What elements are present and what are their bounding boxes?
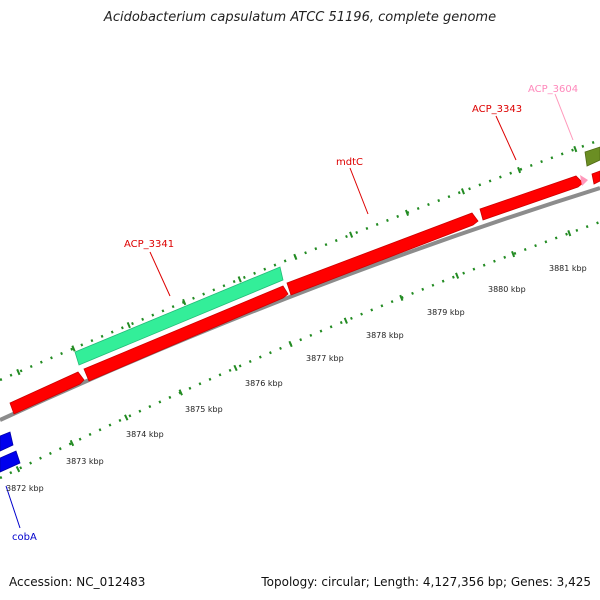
major-tick (15, 466, 21, 473)
major-tick (511, 250, 516, 258)
label-cobA: cobA (12, 532, 37, 543)
major-tick (349, 231, 354, 238)
scale-label: 3879 kbp (427, 308, 465, 317)
label-ACP_3343: ACP_3343 (472, 104, 522, 115)
leader-ACP_3604 (554, 93, 574, 141)
scale-label: 3878 kbp (366, 331, 404, 340)
accession-text: Accession: NC_012483 (9, 575, 146, 589)
major-tick (16, 368, 21, 376)
inner-tick-ring (0, 220, 600, 480)
outer-tick-ring (0, 138, 600, 382)
major-tick (288, 340, 293, 348)
major-tick (573, 145, 578, 153)
backbone-line (0, 186, 600, 422)
major-tick (233, 364, 238, 372)
scale-label: 3874 kbp (126, 430, 164, 439)
scale-label: 3880 kbp (488, 285, 526, 294)
leader-cobA (5, 485, 21, 529)
gene-teal-ACP_3341[interactable] (74, 266, 284, 366)
leader-mdtC (349, 167, 369, 215)
major-tick (237, 276, 242, 283)
major-tick (517, 166, 522, 174)
gene-red-ACP_3343[interactable] (479, 175, 584, 221)
scale-label: 3872 kbp (6, 484, 44, 493)
gene-pink-ACP_3604[interactable] (580, 175, 588, 186)
leader-ACP_3343 (495, 115, 517, 161)
major-tick (124, 414, 129, 421)
gene-red-1[interactable] (9, 371, 85, 415)
gene-red-mdtC[interactable] (286, 212, 479, 296)
scale-label: 3877 kbp (306, 354, 344, 363)
gene-blue-1[interactable] (0, 431, 14, 452)
major-ticks (15, 145, 578, 473)
label-mdtC: mdtC (336, 157, 363, 168)
major-tick (293, 253, 298, 261)
major-tick (71, 345, 76, 352)
major-tick (399, 294, 404, 302)
scale-labels: 3872 kbp 3873 kbp 3874 kbp 3875 kbp 3876… (6, 264, 587, 493)
label-ACP_3604: ACP_3604 (528, 84, 578, 95)
gene-red-2[interactable] (83, 285, 289, 382)
label-ACP_3341: ACP_3341 (124, 239, 174, 250)
gene-blue-cobA[interactable] (0, 450, 21, 473)
leader-ACP_3341 (149, 251, 171, 297)
gene-red-edge[interactable] (591, 170, 600, 185)
major-tick (460, 188, 465, 195)
major-tick (182, 298, 187, 306)
map-title: Acidobacterium capsulatum ATCC 51196, co… (103, 10, 497, 25)
scale-label: 3873 kbp (66, 457, 104, 466)
major-tick (178, 389, 183, 396)
major-tick (404, 209, 409, 217)
scale-label: 3881 kbp (549, 264, 587, 273)
genome-summary-text: Topology: circular; Length: 4,127,356 bp… (261, 575, 591, 589)
scale-label: 3875 kbp (185, 405, 223, 414)
major-tick (69, 439, 75, 447)
major-tick (343, 317, 348, 324)
scale-label: 3876 kbp (245, 379, 283, 388)
major-tick (126, 321, 131, 329)
major-tick (455, 272, 460, 279)
gene-olive[interactable] (584, 146, 600, 167)
major-tick (567, 230, 572, 237)
